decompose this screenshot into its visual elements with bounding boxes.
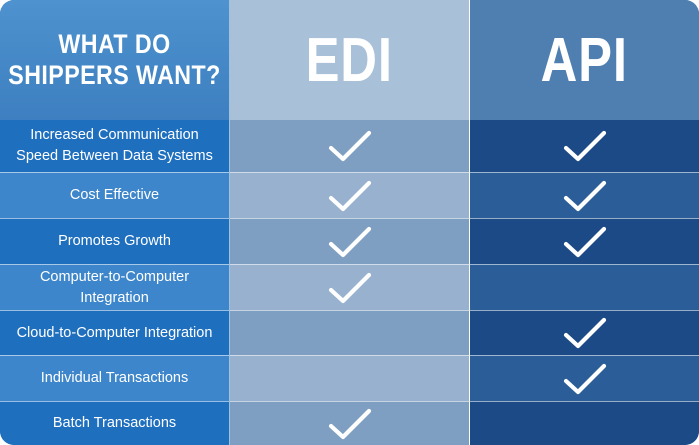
api-cell [470, 401, 699, 445]
edi-cell [230, 401, 470, 445]
edi-cell [230, 172, 470, 218]
api-cell [470, 120, 699, 172]
criteria-label: Cloud-to-Computer Integration [0, 310, 230, 355]
checkmark-icon [563, 180, 606, 211]
criteria-label: Increased Communication Speed Between Dat… [0, 120, 230, 172]
criteria-label: Batch Transactions [0, 401, 230, 445]
edi-cell [230, 264, 470, 310]
api-cell [470, 218, 699, 264]
api-cell [470, 264, 699, 310]
criteria-label-line1: Promotes Growth [58, 233, 171, 249]
criteria-label-line1: Cost Effective [69, 187, 160, 203]
checkmark-icon [563, 130, 606, 162]
checkmark-icon [563, 363, 606, 394]
table-title-line2: SHIPPERS WANT? [8, 60, 221, 90]
api-cell [470, 355, 699, 401]
edi-column-header: EDI [230, 0, 470, 120]
criteria-label-line1: Cloud-to-Computer Integration [16, 324, 213, 341]
api-column-title: API [540, 25, 629, 95]
criteria-header: WHAT DO SHIPPERS WANT? [0, 0, 230, 120]
checkmark-icon [328, 226, 371, 257]
criteria-label-line1: Individual Transactions [40, 370, 189, 386]
edi-cell [230, 355, 470, 401]
criteria-label-line1: Increased Communication [30, 127, 199, 143]
api-column-header: API [470, 0, 699, 120]
checkmark-icon [328, 180, 371, 211]
checkmark-icon [563, 226, 606, 257]
checkmark-icon [328, 272, 371, 303]
edi-cell [230, 218, 470, 264]
criteria-label: Computer-to-Computer Integration [0, 264, 230, 310]
checkmark-icon [563, 317, 606, 349]
criteria-label-line1: Computer-to-Computer Integration [39, 268, 190, 306]
edi-cell [230, 120, 470, 172]
criteria-label-line1: Batch Transactions [52, 415, 177, 431]
api-cell [470, 310, 699, 355]
criteria-label: Individual Transactions [0, 355, 230, 401]
api-cell [470, 172, 699, 218]
criteria-label-line2: Speed Between Data Systems [16, 148, 213, 164]
table-title-line1: WHAT DO [58, 29, 171, 59]
checkmark-icon [328, 130, 371, 162]
edi-column-title: EDI [305, 25, 394, 95]
edi-cell [230, 310, 470, 355]
checkmark-icon [328, 408, 371, 439]
table-title: WHAT DO SHIPPERS WANT? [8, 29, 220, 91]
criteria-label: Promotes Growth [0, 218, 230, 264]
criteria-label: Cost Effective [0, 172, 230, 218]
